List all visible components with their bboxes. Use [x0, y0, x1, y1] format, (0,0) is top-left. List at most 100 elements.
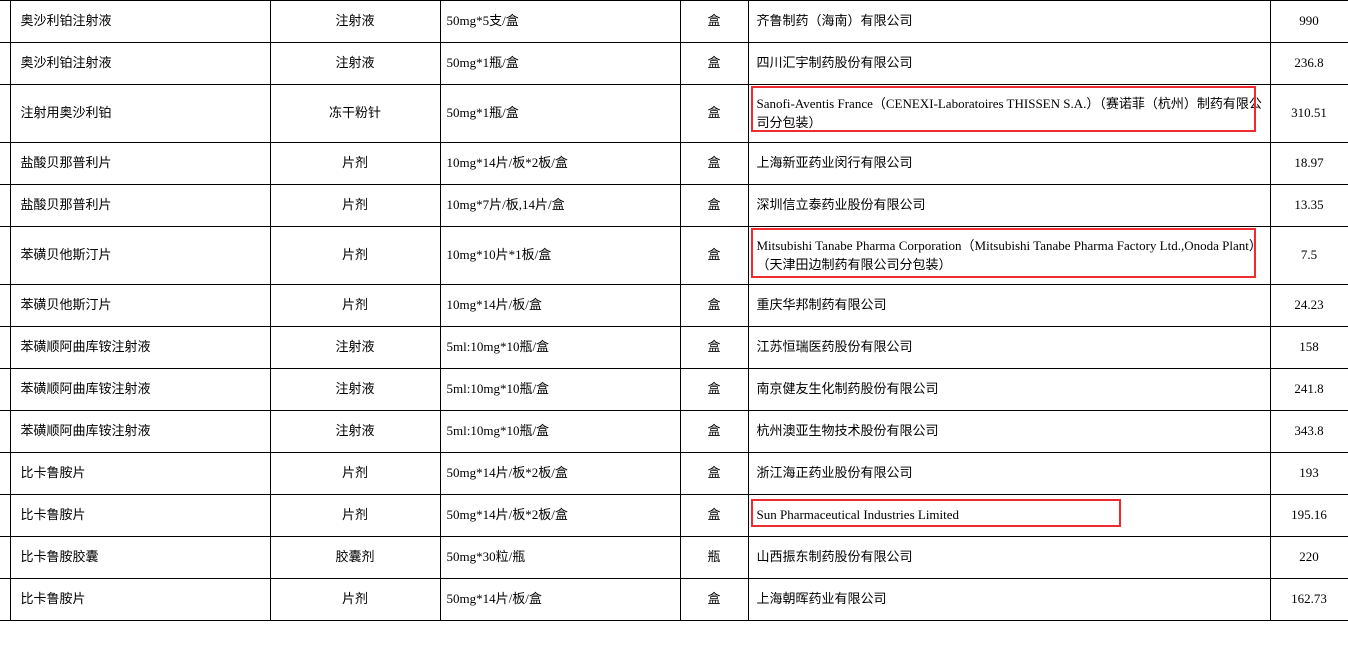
- cell-drug-name: 苯磺贝他斯汀片: [10, 227, 270, 285]
- cell-price: 158: [1270, 327, 1348, 369]
- table-row: 比卡鲁胺片片剂50mg*14片/板/盒盒上海朝晖药业有限公司162.73: [0, 579, 1348, 621]
- cell-specification: 5ml:10mg*10瓶/盒: [440, 369, 680, 411]
- cell-drug-name: 比卡鲁胺片: [10, 579, 270, 621]
- manufacturer-text: 南京健友生化制药股份有限公司: [757, 381, 939, 396]
- row-stub: [0, 411, 10, 453]
- cell-dosage-form: 注射液: [270, 327, 440, 369]
- table-row: 比卡鲁胺片片剂50mg*14片/板*2板/盒盒 Sun Pharmaceutica…: [0, 495, 1348, 537]
- cell-drug-name: 盐酸贝那普利片: [10, 185, 270, 227]
- cell-price: 195.16: [1270, 495, 1348, 537]
- row-stub: [0, 1, 10, 43]
- cell-unit: 盒: [680, 85, 748, 143]
- cell-unit: 盒: [680, 285, 748, 327]
- cell-price: 7.5: [1270, 227, 1348, 285]
- cell-price: 310.51: [1270, 85, 1348, 143]
- cell-manufacturer: 深圳信立泰药业股份有限公司: [748, 185, 1270, 227]
- manufacturer-text: 齐鲁制药（海南）有限公司: [757, 13, 913, 28]
- cell-price: 193: [1270, 453, 1348, 495]
- cell-manufacturer: 浙江海正药业股份有限公司: [748, 453, 1270, 495]
- cell-price: 24.23: [1270, 285, 1348, 327]
- manufacturer-text: 深圳信立泰药业股份有限公司: [757, 197, 926, 212]
- cell-dosage-form: 注射液: [270, 1, 440, 43]
- cell-specification: 10mg*14片/板/盒: [440, 285, 680, 327]
- manufacturer-text: 江苏恒瑞医药股份有限公司: [757, 339, 913, 354]
- cell-manufacturer: Sun Pharmaceutical Industries Limited: [748, 495, 1270, 537]
- cell-dosage-form: 片剂: [270, 453, 440, 495]
- cell-unit: 瓶: [680, 537, 748, 579]
- cell-drug-name: 比卡鲁胺片: [10, 495, 270, 537]
- manufacturer-text: 山西振东制药股份有限公司: [757, 549, 913, 564]
- table-row: 比卡鲁胺胶囊胶囊剂50mg*30粒/瓶瓶山西振东制药股份有限公司220: [0, 537, 1348, 579]
- cell-unit: 盒: [680, 43, 748, 85]
- page-wrapper: 奥沙利铂注射液注射液50mg*5支/盒盒齐鲁制药（海南）有限公司990奥沙利铂注…: [0, 0, 1348, 656]
- cell-specification: 50mg*14片/板*2板/盒: [440, 453, 680, 495]
- cell-specification: 10mg*14片/板*2板/盒: [440, 143, 680, 185]
- cell-dosage-form: 冻干粉针: [270, 85, 440, 143]
- table-row: 苯磺贝他斯汀片片剂10mg*10片*1板/盒盒 Mitsubishi Tanabe…: [0, 227, 1348, 285]
- row-stub: [0, 369, 10, 411]
- cell-unit: 盒: [680, 369, 748, 411]
- cell-drug-name: 比卡鲁胺胶囊: [10, 537, 270, 579]
- table-row: 奥沙利铂注射液注射液50mg*5支/盒盒齐鲁制药（海南）有限公司990: [0, 1, 1348, 43]
- cell-dosage-form: 片剂: [270, 495, 440, 537]
- cell-dosage-form: 片剂: [270, 227, 440, 285]
- cell-drug-name: 比卡鲁胺片: [10, 453, 270, 495]
- manufacturer-text: Mitsubishi Tanabe Pharma Corporation（Mit…: [757, 238, 1262, 271]
- table-row: 苯磺顺阿曲库铵注射液注射液5ml:10mg*10瓶/盒盒南京健友生化制药股份有限…: [0, 369, 1348, 411]
- cell-specification: 50mg*14片/板*2板/盒: [440, 495, 680, 537]
- table-row: 苯磺贝他斯汀片片剂10mg*14片/板/盒盒重庆华邦制药有限公司24.23: [0, 285, 1348, 327]
- table-row: 比卡鲁胺片片剂50mg*14片/板*2板/盒盒浙江海正药业股份有限公司 193: [0, 453, 1348, 495]
- cell-drug-name: 奥沙利铂注射液: [10, 43, 270, 85]
- row-stub: [0, 85, 10, 143]
- manufacturer-text: 重庆华邦制药有限公司: [757, 297, 887, 312]
- cell-drug-name: 苯磺顺阿曲库铵注射液: [10, 327, 270, 369]
- cell-manufacturer: 重庆华邦制药有限公司: [748, 285, 1270, 327]
- cell-unit: 盒: [680, 143, 748, 185]
- manufacturer-text: 上海新亚药业闵行有限公司: [757, 155, 913, 170]
- manufacturer-text: Sanofi-Aventis France（CENEXI-Laboratoire…: [757, 96, 1262, 129]
- cell-dosage-form: 注射液: [270, 369, 440, 411]
- cell-dosage-form: 片剂: [270, 285, 440, 327]
- cell-manufacturer: Mitsubishi Tanabe Pharma Corporation（Mit…: [748, 227, 1270, 285]
- table-row: 盐酸贝那普利片片剂10mg*14片/板*2板/盒盒上海新亚药业闵行有限公司18.…: [0, 143, 1348, 185]
- manufacturer-text: 杭州澳亚生物技术股份有限公司: [757, 423, 939, 438]
- cell-specification: 50mg*1瓶/盒: [440, 85, 680, 143]
- manufacturer-text: 浙江海正药业股份有限公司: [757, 465, 913, 480]
- table-row: 注射用奥沙利铂冻干粉针50mg*1瓶/盒盒 Sanofi-Aventis Fran…: [0, 85, 1348, 143]
- cell-specification: 50mg*1瓶/盒: [440, 43, 680, 85]
- cell-manufacturer: 上海朝晖药业有限公司: [748, 579, 1270, 621]
- cell-unit: 盒: [680, 411, 748, 453]
- cell-drug-name: 苯磺顺阿曲库铵注射液: [10, 411, 270, 453]
- cell-price: 241.8: [1270, 369, 1348, 411]
- cell-manufacturer: 齐鲁制药（海南）有限公司: [748, 1, 1270, 43]
- cell-price: 18.97: [1270, 143, 1348, 185]
- row-stub: [0, 43, 10, 85]
- row-stub: [0, 579, 10, 621]
- cell-dosage-form: 注射液: [270, 43, 440, 85]
- drug-price-table: 奥沙利铂注射液注射液50mg*5支/盒盒齐鲁制药（海南）有限公司990奥沙利铂注…: [0, 0, 1348, 621]
- row-stub: [0, 453, 10, 495]
- cell-drug-name: 奥沙利铂注射液: [10, 1, 270, 43]
- cell-manufacturer: 四川汇宇制药股份有限公司: [748, 43, 1270, 85]
- cell-price: 13.35: [1270, 185, 1348, 227]
- manufacturer-text: Sun Pharmaceutical Industries Limited: [757, 507, 960, 522]
- cell-unit: 盒: [680, 327, 748, 369]
- cell-drug-name: 苯磺顺阿曲库铵注射液: [10, 369, 270, 411]
- row-stub: [0, 495, 10, 537]
- cell-manufacturer: 杭州澳亚生物技术股份有限公司: [748, 411, 1270, 453]
- cell-manufacturer: 南京健友生化制药股份有限公司: [748, 369, 1270, 411]
- cell-drug-name: 注射用奥沙利铂: [10, 85, 270, 143]
- cell-specification: 50mg*14片/板/盒: [440, 579, 680, 621]
- cell-price: 162.73: [1270, 579, 1348, 621]
- cell-specification: 10mg*10片*1板/盒: [440, 227, 680, 285]
- cell-unit: 盒: [680, 579, 748, 621]
- cell-unit: 盒: [680, 227, 748, 285]
- cell-unit: 盒: [680, 185, 748, 227]
- row-stub: [0, 185, 10, 227]
- cell-unit: 盒: [680, 495, 748, 537]
- cell-unit: 盒: [680, 453, 748, 495]
- table-row: 苯磺顺阿曲库铵注射液注射液5ml:10mg*10瓶/盒盒江苏恒瑞医药股份有限公司…: [0, 327, 1348, 369]
- cell-drug-name: 盐酸贝那普利片: [10, 143, 270, 185]
- cell-price: 990: [1270, 1, 1348, 43]
- table-row: 盐酸贝那普利片片剂10mg*7片/板,14片/盒盒深圳信立泰药业股份有限公司13…: [0, 185, 1348, 227]
